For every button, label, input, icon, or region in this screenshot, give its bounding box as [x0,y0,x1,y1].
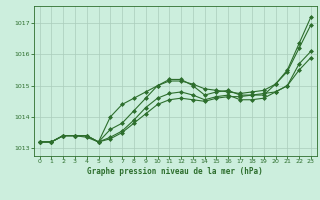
X-axis label: Graphe pression niveau de la mer (hPa): Graphe pression niveau de la mer (hPa) [87,167,263,176]
